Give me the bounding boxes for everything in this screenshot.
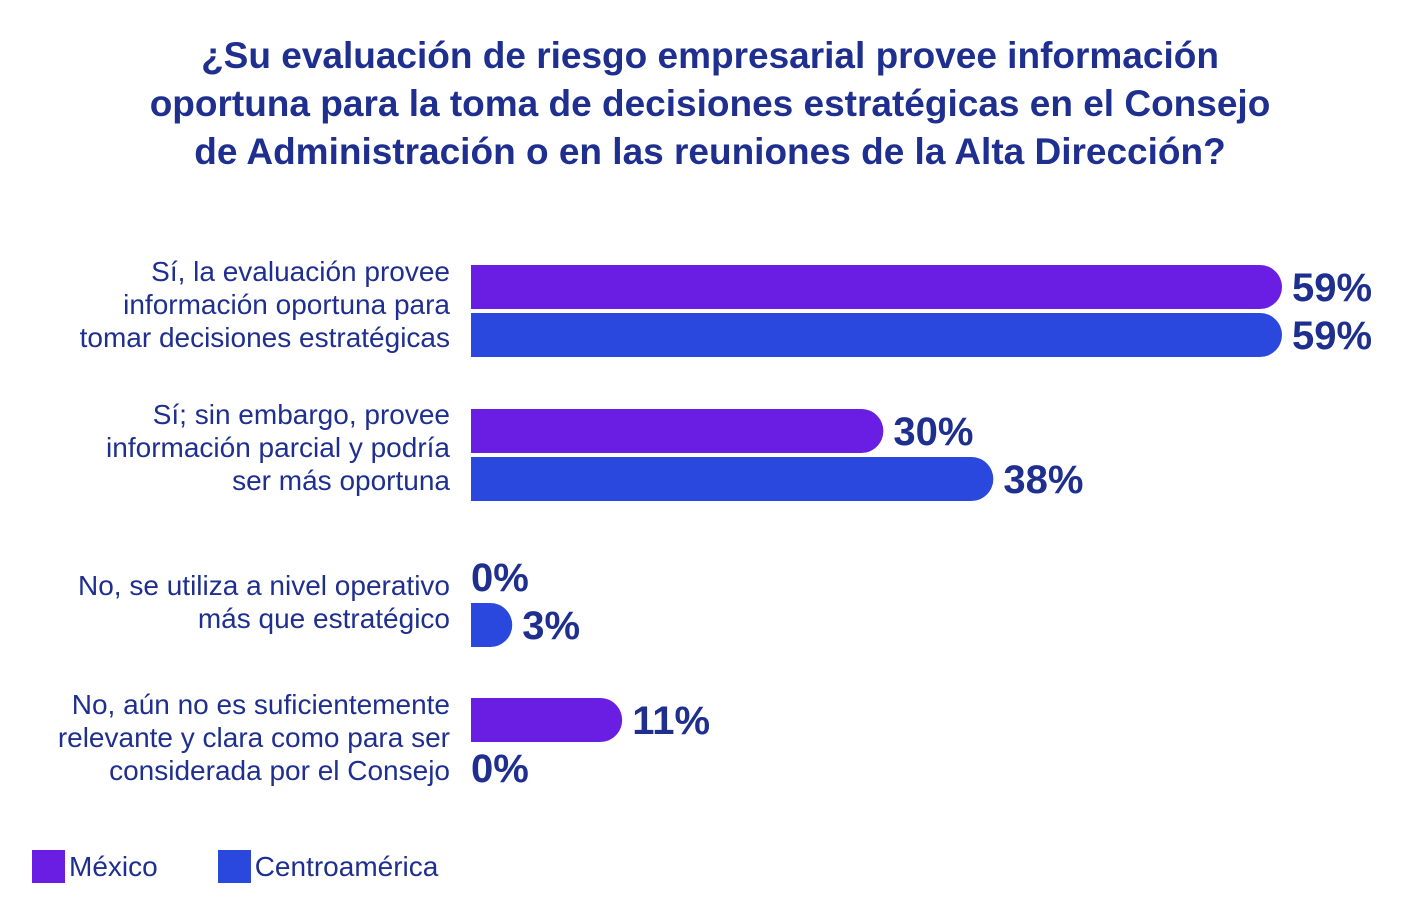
category-label-3-line-2: más que estratégico bbox=[197, 603, 450, 634]
legend: México Centroamérica bbox=[32, 850, 498, 883]
data-label-centroamrica-4: 0% bbox=[471, 747, 529, 791]
bar-mxico-4 bbox=[471, 698, 623, 742]
data-label-centroamrica-2: 38% bbox=[1003, 458, 1083, 502]
legend-label-centroamerica: Centroamérica bbox=[254, 850, 439, 882]
data-label-mxico-1: 59% bbox=[1292, 266, 1372, 310]
bar-centroamrica-1 bbox=[471, 313, 1282, 357]
data-label-mxico-4: 11% bbox=[632, 699, 710, 743]
category-label-1-line-1: Sí, la evaluación provee bbox=[151, 256, 450, 287]
bar-mxico-1 bbox=[471, 265, 1282, 309]
category-label-2: Sí; sin embargo, provee información parc… bbox=[10, 398, 450, 497]
bar-centroamrica-3 bbox=[471, 603, 513, 647]
category-label-3-line-1: No, se utiliza a nivel operativo bbox=[78, 570, 450, 601]
category-label-2-line-1: Sí; sin embargo, provee bbox=[152, 399, 450, 430]
category-label-2-line-3: ser más oportuna bbox=[232, 465, 450, 496]
category-label-4-line-3: considerada por el Consejo bbox=[109, 755, 450, 786]
category-label-2-line-2: información parcial y podría bbox=[106, 432, 450, 463]
legend-item-mexico: México bbox=[32, 850, 158, 883]
category-label-4-line-2: relevante y clara como para ser bbox=[57, 722, 450, 753]
chart-title: ¿Su evaluación de riesgo empresarial pro… bbox=[60, 32, 1360, 176]
category-label-1-line-2: información oportuna para bbox=[123, 289, 450, 320]
category-label-1: Sí, la evaluación provee información opo… bbox=[10, 255, 450, 354]
title-line-2: oportuna para la toma de decisiones estr… bbox=[149, 83, 1271, 124]
category-label-1-line-3: tomar decisiones estratégicas bbox=[79, 322, 450, 353]
legend-item-centroamerica: Centroamérica bbox=[217, 850, 439, 883]
legend-label-mexico: México bbox=[69, 850, 158, 882]
data-label-mxico-2: 30% bbox=[893, 410, 973, 454]
legend-swatch-centroamerica bbox=[217, 850, 251, 883]
data-label-mxico-3: 0% bbox=[471, 556, 529, 600]
legend-swatch-mexico bbox=[32, 850, 65, 883]
bar-centroamrica-2 bbox=[471, 457, 994, 501]
category-label-4: No, aún no es suficientemente relevante … bbox=[10, 688, 450, 787]
title-line-1: ¿Su evaluación de riesgo empresarial pro… bbox=[201, 35, 1219, 76]
category-label-3: No, se utiliza a nivel operativo más que… bbox=[10, 569, 450, 635]
bar-mxico-2 bbox=[471, 409, 884, 453]
data-label-centroamrica-3: 3% bbox=[522, 604, 580, 648]
category-label-4-line-1: No, aún no es suficientemente bbox=[71, 689, 450, 720]
title-line-3: de Administración o en las reuniones de … bbox=[194, 131, 1226, 172]
data-label-centroamrica-1: 59% bbox=[1292, 314, 1372, 358]
